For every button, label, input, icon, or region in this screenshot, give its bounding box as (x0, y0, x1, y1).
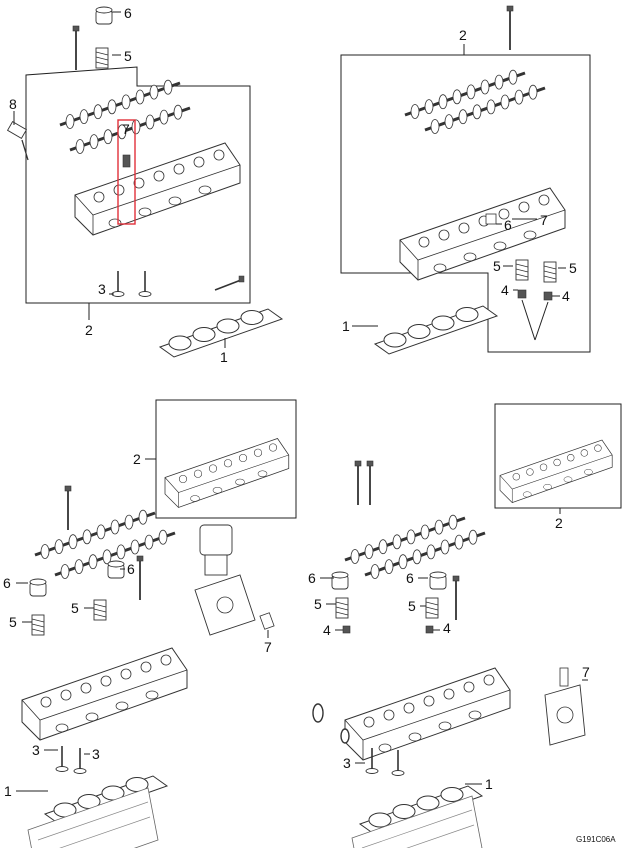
valve-guide-7 (122, 154, 131, 168)
panel-top-left: 6 5 8 7 2 3 1 (6, 5, 283, 365)
highlight-box-7 (117, 119, 136, 225)
valve-seal-4 (517, 289, 553, 301)
callout-4a: 4 (323, 622, 331, 638)
inset-cylinder-head (164, 438, 290, 508)
valve-3a (111, 270, 125, 298)
cylinder-head (344, 667, 511, 761)
seal-ring (312, 703, 350, 744)
valve-spring-5b (93, 599, 107, 621)
head-bolt (72, 25, 80, 71)
water-outlet-7 (544, 667, 586, 746)
panel-top-right: 2 7 6 5 5 4 4 1 (340, 5, 591, 355)
cylinder-head (74, 142, 241, 236)
callout-5a: 5 (493, 258, 501, 274)
head-gasket-1 (374, 305, 498, 355)
head-bolt (366, 460, 374, 506)
camshaft-exhaust (68, 103, 192, 155)
valve-3b (73, 747, 87, 775)
callout-3: 3 (343, 755, 351, 771)
callout-2: 2 (133, 451, 141, 467)
callout-2: 2 (85, 322, 93, 338)
callout-6: 6 (504, 217, 512, 233)
valve-lifter-6 (95, 6, 113, 25)
inset-box-head-assembly (494, 403, 622, 509)
callout-2: 2 (555, 515, 563, 531)
callout-3a: 3 (32, 742, 40, 758)
callout-7: 7 (582, 664, 590, 680)
callout-7: 7 (540, 212, 548, 228)
callout-1: 1 (342, 318, 350, 334)
valve-spring-5b (543, 261, 557, 283)
assembly-bracket-top-right (340, 54, 591, 353)
valve-seal-4 (342, 625, 434, 634)
callout-6a: 6 (3, 575, 11, 591)
callout-4b: 4 (443, 620, 451, 636)
callout-7: 7 (122, 121, 130, 137)
callout-3b: 3 (92, 746, 100, 762)
callout-1: 1 (4, 783, 12, 799)
cylinder-head (399, 187, 566, 281)
inset-cylinder-head (499, 439, 613, 503)
valve-spring-5a (515, 259, 529, 281)
callout-8: 8 (9, 96, 17, 112)
valve-spring-5a (335, 597, 349, 619)
diagram-code: G191C06A (576, 835, 616, 844)
cylinder-head (21, 647, 188, 741)
valve-spring-5b (425, 597, 439, 619)
head-bolt (136, 555, 144, 601)
valve-lifter-6 (485, 213, 497, 225)
panel-bottom-left: 2 6 6 5 5 7 3 3 1 (3, 399, 297, 848)
valve-lifter-6b (429, 571, 447, 590)
callout-1: 1 (485, 776, 493, 792)
callout-4a: 4 (501, 282, 509, 298)
valve-spring-5a (31, 614, 45, 636)
head-bolt (452, 575, 460, 621)
valve-lifter-6a (29, 578, 47, 597)
callout-5b: 5 (569, 260, 577, 276)
callout-2: 2 (459, 27, 467, 43)
head-bolt (64, 485, 72, 531)
panel-bottom-right: 2 6 6 5 5 4 4 7 3 1 (308, 403, 622, 848)
valve-spring-5 (95, 47, 109, 69)
callout-4b: 4 (562, 288, 570, 304)
callout-5a: 5 (314, 596, 322, 612)
head-bolt (506, 5, 514, 51)
bolt-small (214, 275, 245, 291)
egr-valve (194, 524, 256, 636)
valve-3b (138, 270, 152, 298)
callout-5b: 5 (71, 600, 79, 616)
callout-6b: 6 (127, 561, 135, 577)
sensor-7 (259, 612, 275, 630)
assembly-bracket-top-left (25, 66, 251, 304)
callout-6b: 6 (406, 570, 414, 586)
callout-3: 3 (98, 281, 106, 297)
head-bolt (354, 460, 362, 506)
callout-5: 5 (124, 48, 132, 64)
sensor-8 (6, 121, 29, 161)
callout-6: 6 (124, 5, 132, 21)
callout-5b: 5 (408, 598, 416, 614)
valve-lifter-6a (331, 571, 349, 590)
callout-7: 7 (264, 639, 272, 655)
valve-3b (391, 749, 405, 777)
callout-6a: 6 (308, 570, 316, 586)
callout-1: 1 (220, 349, 228, 365)
callout-5a: 5 (9, 614, 17, 630)
